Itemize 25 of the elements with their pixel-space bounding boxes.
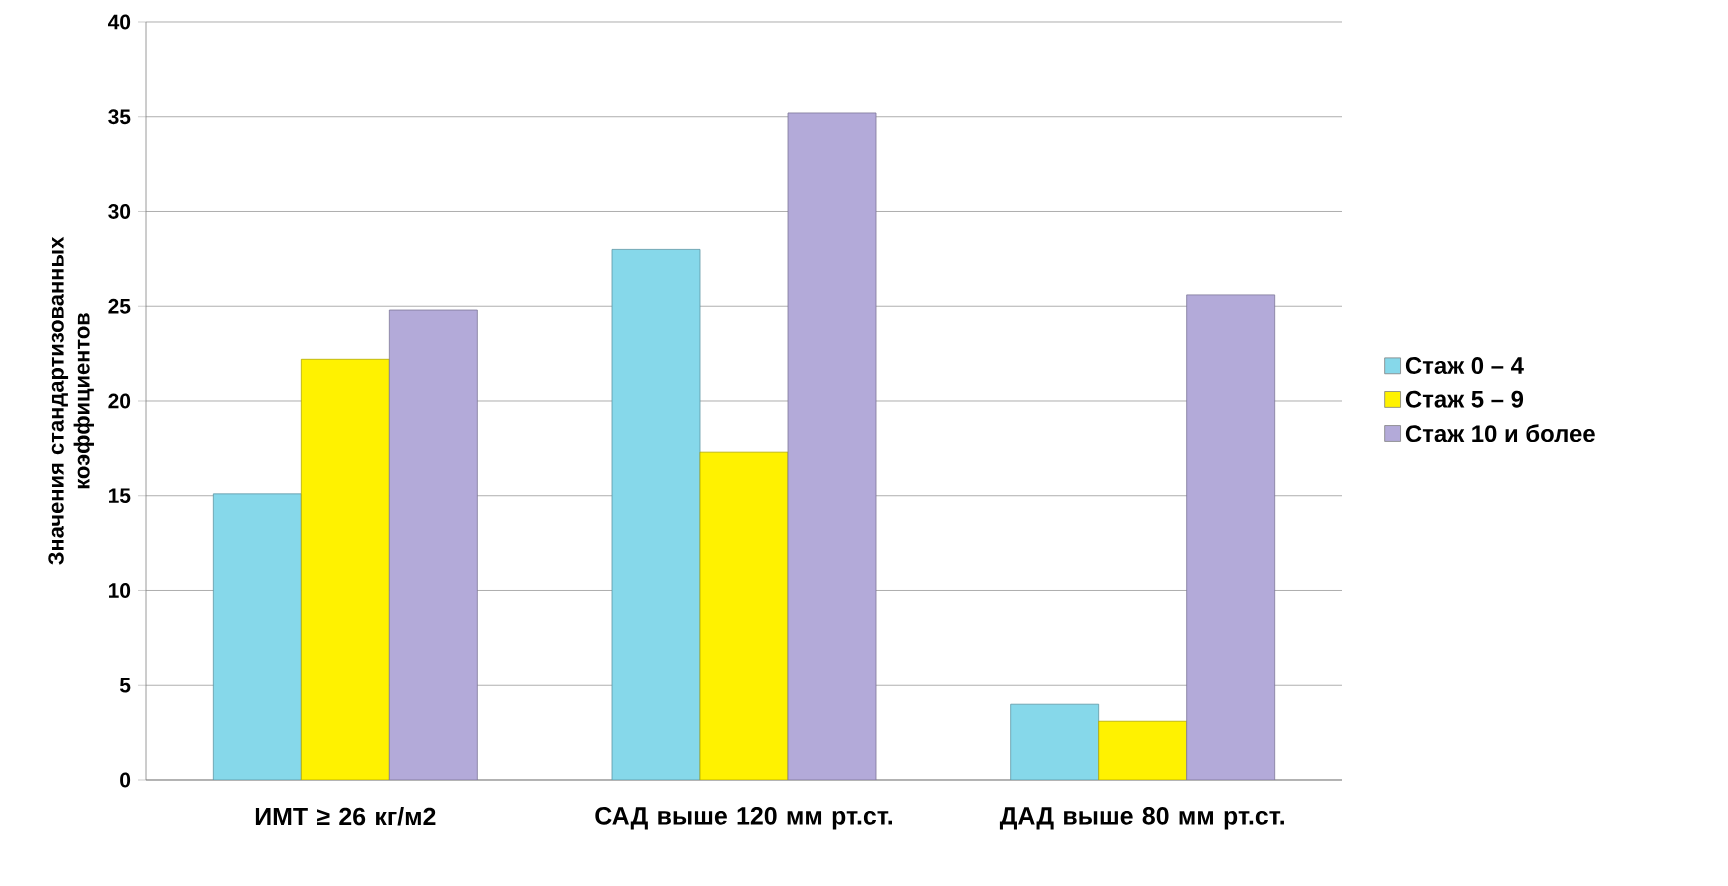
legend-label: Стаж 5 – 9: [1405, 390, 1524, 408]
y-tick-label: 25: [108, 298, 131, 314]
bar: [1098, 720, 1188, 780]
bar: [212, 493, 302, 780]
bar: [611, 248, 701, 780]
y-tick-label: 40: [108, 14, 131, 30]
y-tick-label: 5: [119, 677, 131, 693]
legend-label: Стаж 0 – 4: [1405, 357, 1524, 375]
x-tick-label: САД выше 120 мм рт.ст.: [595, 807, 893, 830]
bar: [787, 112, 877, 780]
x-tick-label: ИМТ ≥ 26 кг/м2: [255, 807, 436, 826]
y-tick-label: 15: [109, 488, 131, 504]
x-tick-label: ДАД выше 80 мм рт.ст.: [999, 807, 1284, 830]
y-tick-label: 0: [120, 772, 131, 788]
bar: [388, 309, 478, 780]
legend-label: Стаж 10 и более: [1405, 424, 1595, 443]
bar: [300, 358, 390, 780]
bar: [1010, 703, 1100, 780]
y-tick-label: 20: [108, 393, 131, 409]
y-tick-label: 35: [108, 109, 131, 125]
y-axis-title: Значения стандартизованных коэффициентов: [48, 236, 94, 565]
bar: [699, 451, 789, 780]
bar: [1186, 294, 1276, 780]
y-tick-label: 30: [108, 204, 131, 219]
y-tick-label: 10: [109, 583, 131, 598]
